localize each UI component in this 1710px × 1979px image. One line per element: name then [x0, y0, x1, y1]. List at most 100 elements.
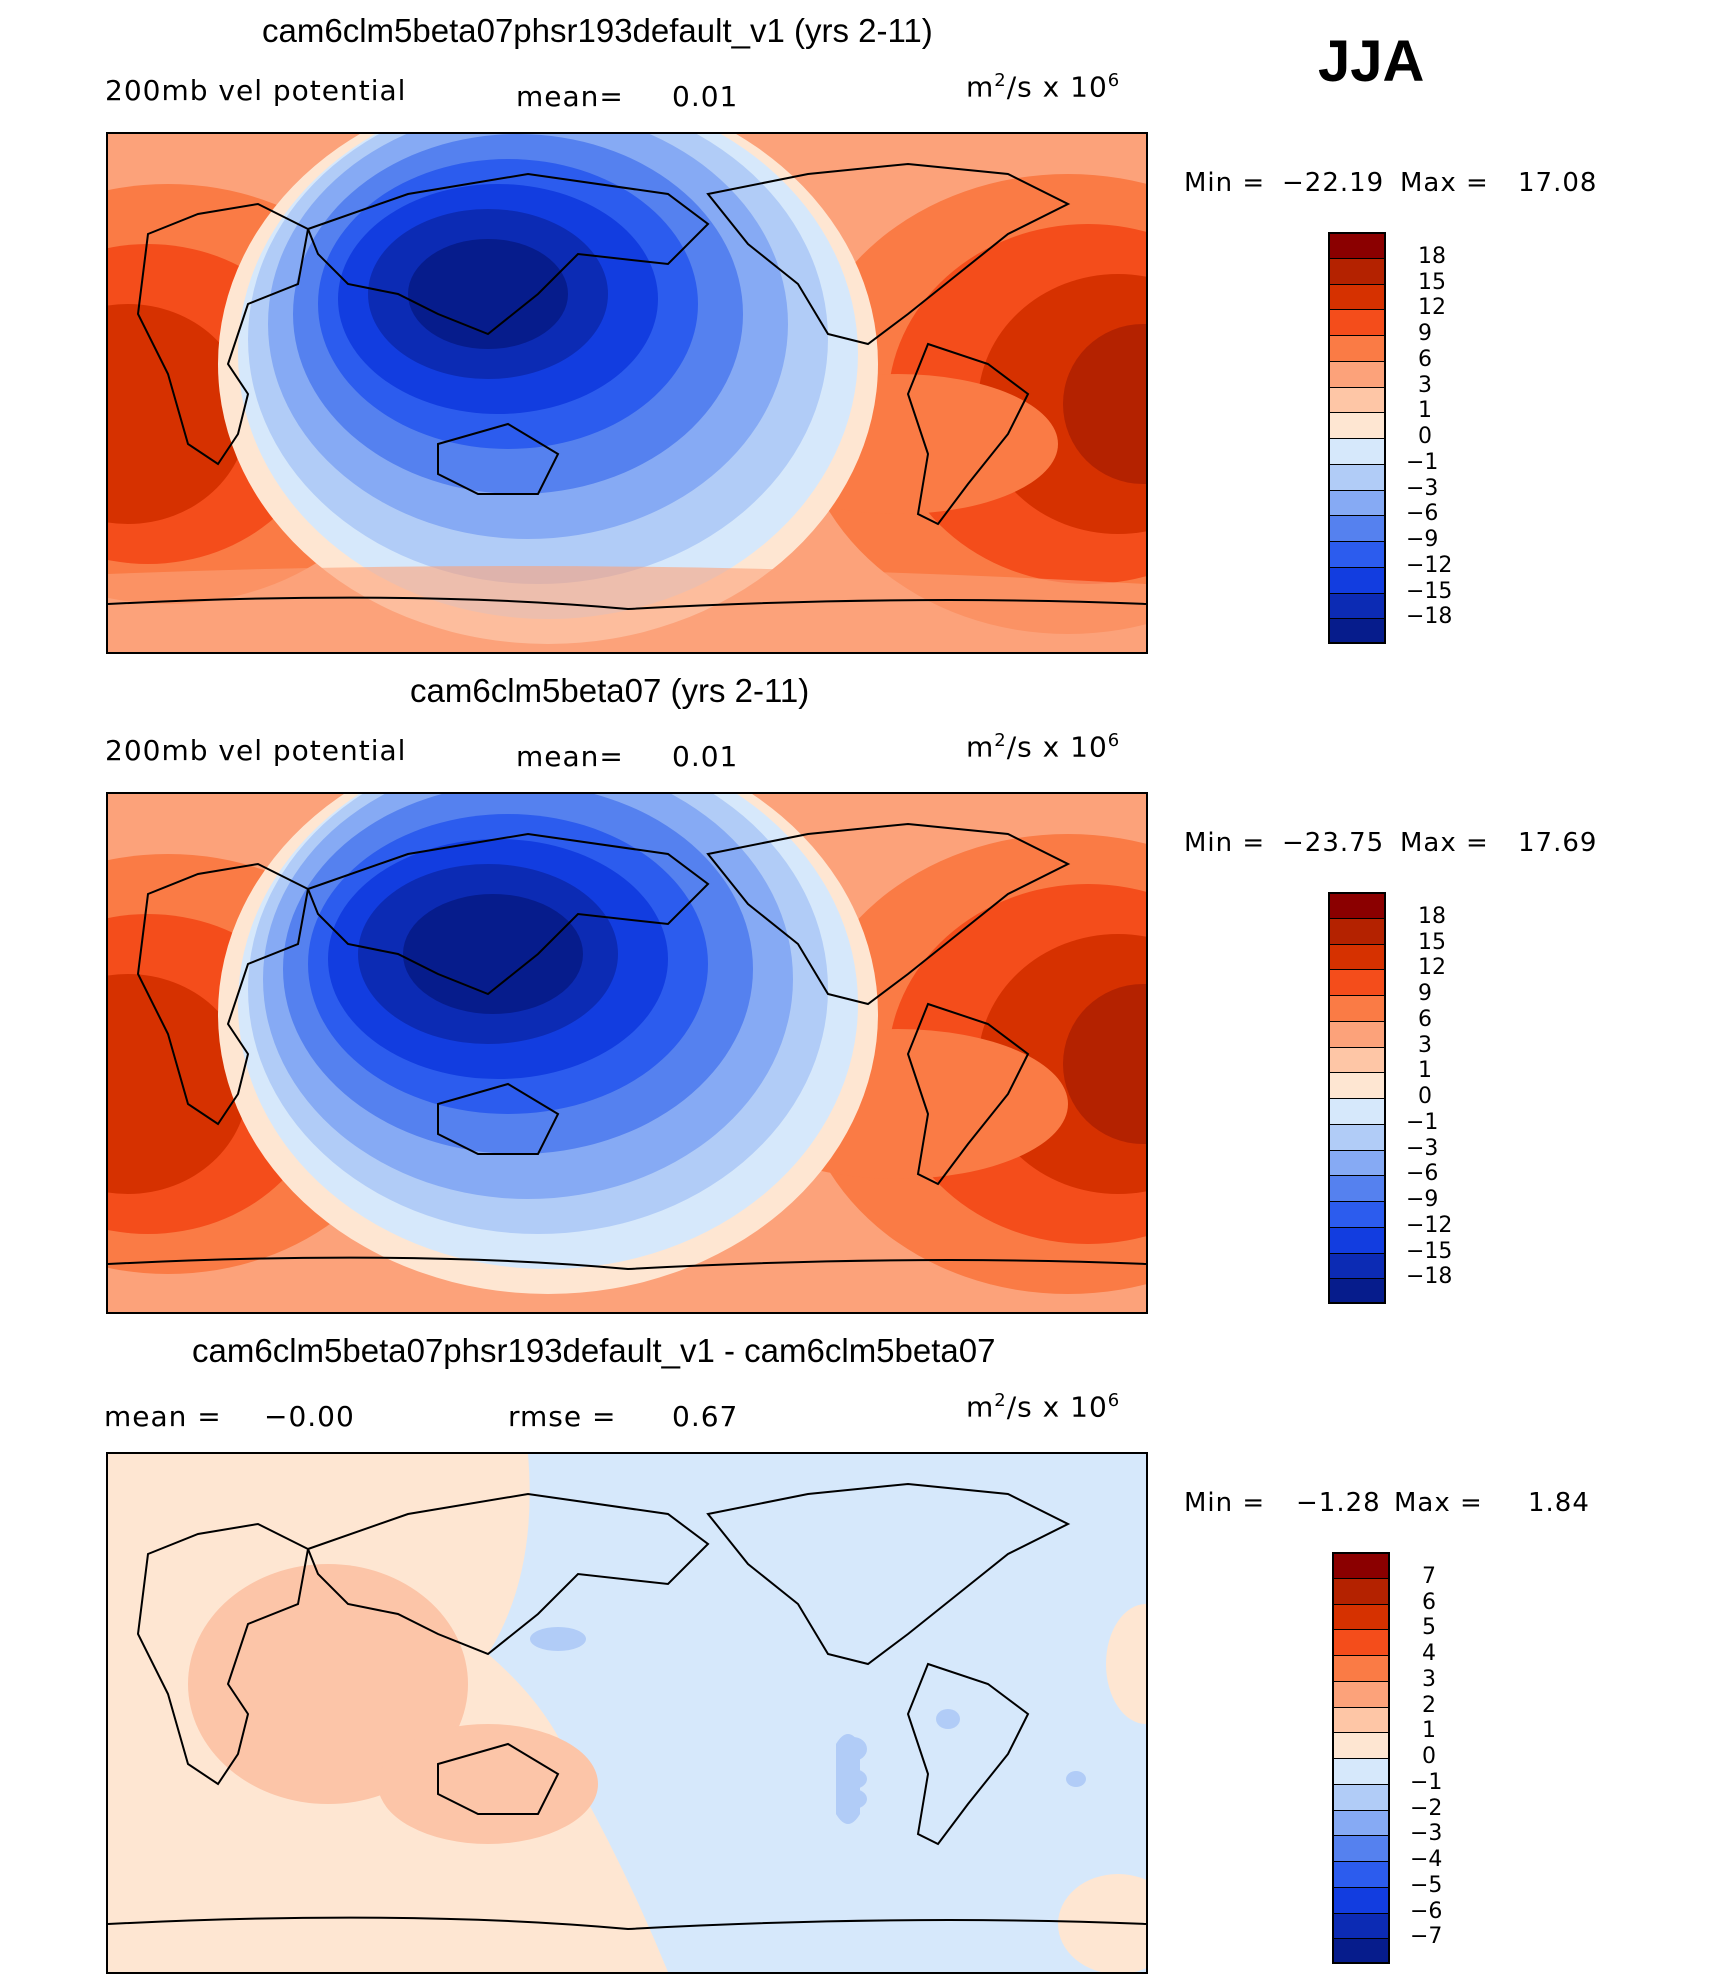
- colorbar-tick-label: 2: [1422, 1692, 1436, 1718]
- colorbar-outline: [1328, 892, 1386, 1304]
- panel-1-variable: 200mb vel potential: [105, 74, 407, 107]
- colorbar-tick-label: 3: [1418, 372, 1432, 398]
- colorbar-tick-label: −9: [1406, 1187, 1439, 1212]
- panel-3-mean-value: −0.00: [264, 1400, 355, 1433]
- colorbar-tick-label: 1: [1418, 398, 1432, 424]
- colorbar-tick-label: −12: [1406, 1212, 1453, 1238]
- colorbar-swatch: [1332, 1603, 1390, 1630]
- colorbar-tick-label: 0: [1422, 1744, 1436, 1769]
- colorbar-tick-label: 7: [1422, 1563, 1436, 1589]
- colorbar-swatch: [1328, 489, 1386, 516]
- panel-3-title: cam6clm5beta07phsr193default_v1 - cam6cl…: [192, 1332, 996, 1369]
- colorbar-swatch: [1332, 1783, 1390, 1810]
- panel-1-min-value: −22.19: [1282, 168, 1385, 198]
- colorbar-swatch: [1332, 1809, 1390, 1836]
- colorbar-tick-label: −18: [1406, 1264, 1453, 1290]
- colorbar-tick-label: −6: [1410, 1898, 1443, 1924]
- colorbar-tick-label: −7: [1410, 1924, 1443, 1950]
- colorbar-swatch: [1328, 515, 1386, 541]
- colorbar-swatch: [1332, 1758, 1390, 1784]
- colorbar-swatch: [1328, 566, 1386, 593]
- colorbar-swatch: [1328, 1020, 1386, 1047]
- colorbar-tick-label: −15: [1406, 1238, 1453, 1264]
- colorbar-tick-label: −3: [1406, 475, 1439, 501]
- panel-3-rmse-value: 0.67: [672, 1400, 739, 1433]
- colorbar-tick-label: 1: [1418, 1058, 1432, 1084]
- colorbar-tick-label: 18: [1418, 243, 1446, 269]
- colorbar-tick-label: 15: [1418, 269, 1446, 295]
- colorbar-tick-label: 4: [1422, 1641, 1436, 1666]
- colorbar-tick-label: −2: [1410, 1795, 1443, 1821]
- colorbar-swatch: [1328, 412, 1386, 438]
- panel-2-map: [106, 792, 1148, 1314]
- colorbar-swatch: [1328, 335, 1386, 361]
- colorbar-swatch: [1328, 1226, 1386, 1253]
- colorbar-swatch: [1328, 1046, 1386, 1073]
- colorbar-swatch: [1328, 1252, 1386, 1279]
- colorbar-swatch: [1332, 1732, 1390, 1758]
- colorbar-tick-label: −18: [1406, 604, 1453, 630]
- colorbar-swatch: [1328, 943, 1386, 970]
- colorbar-swatch: [1328, 283, 1386, 310]
- colorbar-tick-label: −9: [1406, 527, 1439, 552]
- colorbar-swatch: [1328, 1175, 1386, 1201]
- panel-3-max-value: 1.84: [1528, 1488, 1590, 1518]
- colorbar-tick-label: 1: [1422, 1718, 1436, 1744]
- season-label: JJA: [1318, 29, 1425, 94]
- panel-1-colorbar: 18 15 12 9 6 3 1 0 −1 −3 −6 −9 −12 −15 −18: [1328, 232, 1528, 644]
- colorbar-swatch: [1328, 1278, 1386, 1304]
- colorbar-tick-label: 5: [1422, 1615, 1436, 1641]
- panel-3-mean-label: mean =: [104, 1400, 222, 1433]
- panel-1-map: [106, 132, 1148, 654]
- colorbar-swatch: [1332, 1938, 1390, 1964]
- panel-1-mean-label: mean=: [516, 80, 624, 113]
- colorbar-tick-label: −6: [1406, 1161, 1439, 1187]
- panel-2-colorbar: 18 15 12 9 6 3 1 0 −1 −3 −6 −9 −12 −15 −18: [1328, 892, 1528, 1304]
- colorbar-tick-label: 6: [1418, 1006, 1432, 1032]
- colorbar-swatch: [1332, 1912, 1390, 1939]
- colorbar-tick-label: −5: [1410, 1872, 1443, 1898]
- panel-2-mean-value: 0.01: [672, 740, 739, 773]
- colorbar-swatch: [1328, 309, 1386, 335]
- panel-3-min-label: Min =: [1184, 1488, 1266, 1518]
- colorbar-swatch: [1332, 1886, 1390, 1913]
- panel-3-min-value: −1.28: [1296, 1488, 1381, 1518]
- colorbar-tick-label: 18: [1418, 903, 1446, 929]
- panel-2-plot: [108, 794, 1146, 1312]
- panel-2-variable: 200mb vel potential: [105, 734, 407, 767]
- panel-3-plot: [108, 1454, 1146, 1972]
- panel-1-mean-value: 0.01: [672, 80, 739, 113]
- colorbar-swatch: [1328, 1098, 1386, 1124]
- colorbar-tick-label: −15: [1406, 578, 1453, 604]
- colorbar-tick-label: 15: [1418, 929, 1446, 955]
- colorbar-swatch: [1328, 995, 1386, 1021]
- colorbar-tick-label: 3: [1418, 1032, 1432, 1058]
- colorbar-outline: [1332, 1552, 1390, 1964]
- colorbar-swatch: [1332, 1861, 1390, 1887]
- panel-3-colorbar: 7 6 5 4 3 2 1 0 −1 −2 −3 −4 −5 −6 −7: [1332, 1552, 1532, 1964]
- panel-3-map: [106, 1452, 1148, 1974]
- panel-3-units: m2/s x 106: [966, 1390, 1121, 1424]
- colorbar-tick-label: 9: [1418, 321, 1432, 346]
- colorbar-tick-label: 6: [1418, 346, 1432, 372]
- panel-2-mean-label: mean=: [516, 740, 624, 773]
- colorbar-swatch: [1328, 1072, 1386, 1098]
- colorbar-tick-label: −4: [1410, 1847, 1443, 1872]
- panel-1-min-label: Min =: [1184, 168, 1266, 198]
- colorbar-tick-label: −1: [1406, 1109, 1439, 1135]
- colorbar-swatch: [1328, 360, 1386, 387]
- colorbar-swatch: [1328, 386, 1386, 413]
- panel-2-min-label: Min =: [1184, 828, 1266, 858]
- colorbar-tick-label: −1: [1410, 1769, 1443, 1795]
- colorbar-swatch: [1328, 1201, 1386, 1227]
- colorbar-tick-label: 12: [1418, 955, 1446, 981]
- panel-1-title: cam6clm5beta07phsr193default_v1 (yrs 2-1…: [262, 12, 933, 49]
- panel-2-units: m2/s x 106: [966, 730, 1121, 764]
- colorbar-tick-label: −12: [1406, 552, 1453, 578]
- colorbar-swatch: [1332, 1706, 1390, 1733]
- colorbar-swatch: [1328, 592, 1386, 619]
- panel-1-plot: [108, 134, 1146, 652]
- colorbar-swatch: [1332, 1629, 1390, 1655]
- colorbar-tick-label: −6: [1406, 501, 1439, 527]
- colorbar-tick-label: 3: [1422, 1666, 1436, 1692]
